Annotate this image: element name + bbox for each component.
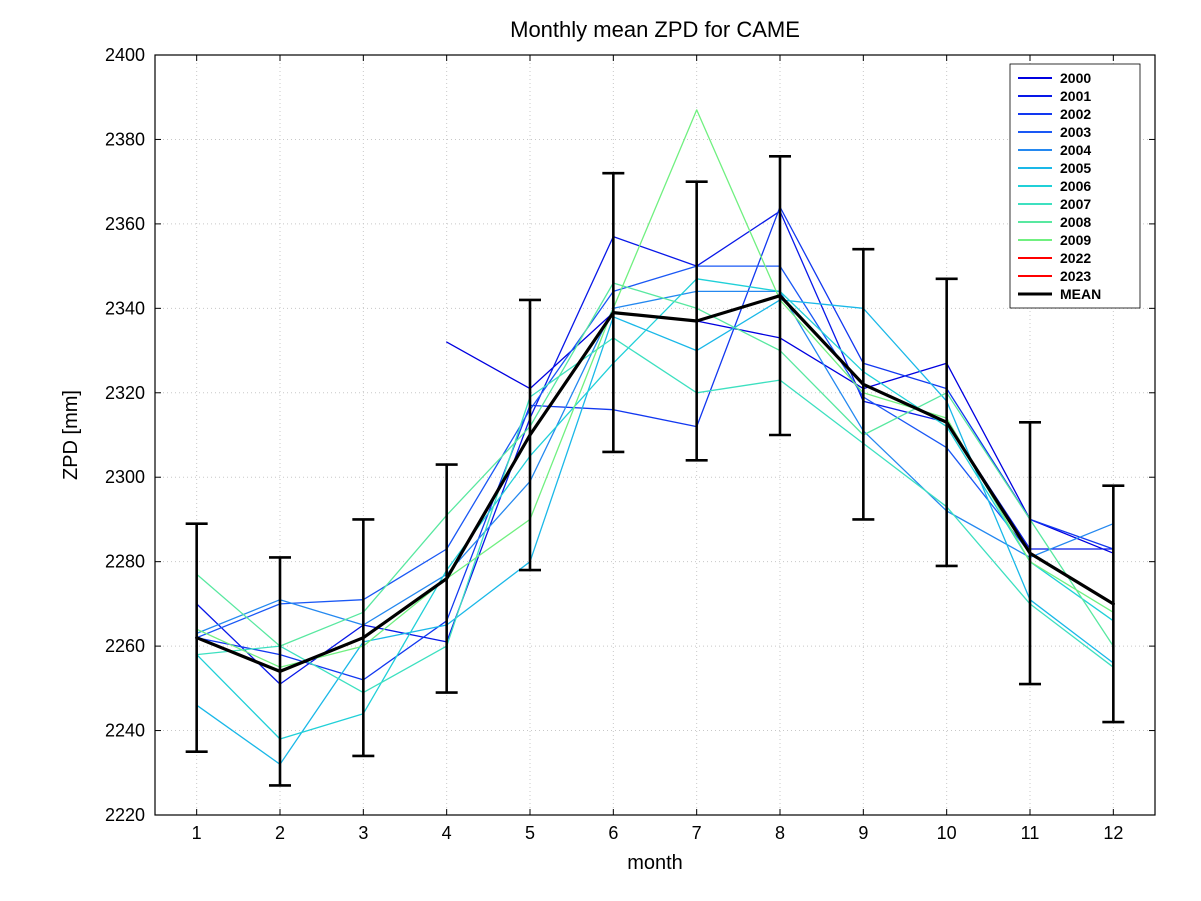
xtick-label: 1	[192, 823, 202, 843]
ytick-label: 2400	[105, 45, 145, 65]
x-axis-label: month	[627, 852, 683, 874]
chart-container: 1234567891011122220224022602280230023202…	[0, 0, 1201, 901]
legend-label: MEAN	[1060, 286, 1101, 302]
xtick-label: 5	[525, 823, 535, 843]
xtick-label: 7	[692, 823, 702, 843]
legend: 2000 2001 2002 2003 2004 2005 2006 2007 2008 2009…	[1010, 64, 1140, 308]
xtick-label: 12	[1103, 823, 1123, 843]
line-chart: 1234567891011122220224022602280230023202…	[0, 0, 1201, 901]
xtick-label: 9	[858, 823, 868, 843]
ytick-label: 2380	[105, 129, 145, 149]
ytick-label: 2300	[105, 467, 145, 487]
ytick-label: 2320	[105, 383, 145, 403]
xtick-label: 4	[442, 823, 452, 843]
ytick-label: 2340	[105, 298, 145, 318]
xtick-label: 3	[358, 823, 368, 843]
xtick-label: 6	[608, 823, 618, 843]
y-axis-label: ZPD [mm]	[60, 390, 82, 480]
legend-label: 2008	[1060, 214, 1091, 230]
ytick-label: 2280	[105, 552, 145, 572]
ytick-label: 2220	[105, 805, 145, 825]
legend-label: 2000	[1060, 70, 1091, 86]
ytick-label: 2240	[105, 721, 145, 741]
legend-label: 2009	[1060, 232, 1091, 248]
xtick-label: 8	[775, 823, 785, 843]
legend-label: 2003	[1060, 124, 1091, 140]
xtick-label: 11	[1021, 823, 1040, 843]
legend-label: 2004	[1060, 142, 1091, 158]
ytick-label: 2360	[105, 214, 145, 234]
legend-label: 2023	[1060, 268, 1091, 284]
chart-title: Monthly mean ZPD for CAME	[510, 17, 800, 42]
legend-label: 2006	[1060, 178, 1091, 194]
xtick-label: 2	[275, 823, 285, 843]
legend-label: 2022	[1060, 250, 1091, 266]
legend-label: 2001	[1060, 88, 1091, 104]
legend-label: 2002	[1060, 106, 1091, 122]
legend-label: 2007	[1060, 196, 1091, 212]
ytick-label: 2260	[105, 636, 145, 656]
legend-label: 2005	[1060, 160, 1091, 176]
xtick-label: 10	[937, 823, 957, 843]
